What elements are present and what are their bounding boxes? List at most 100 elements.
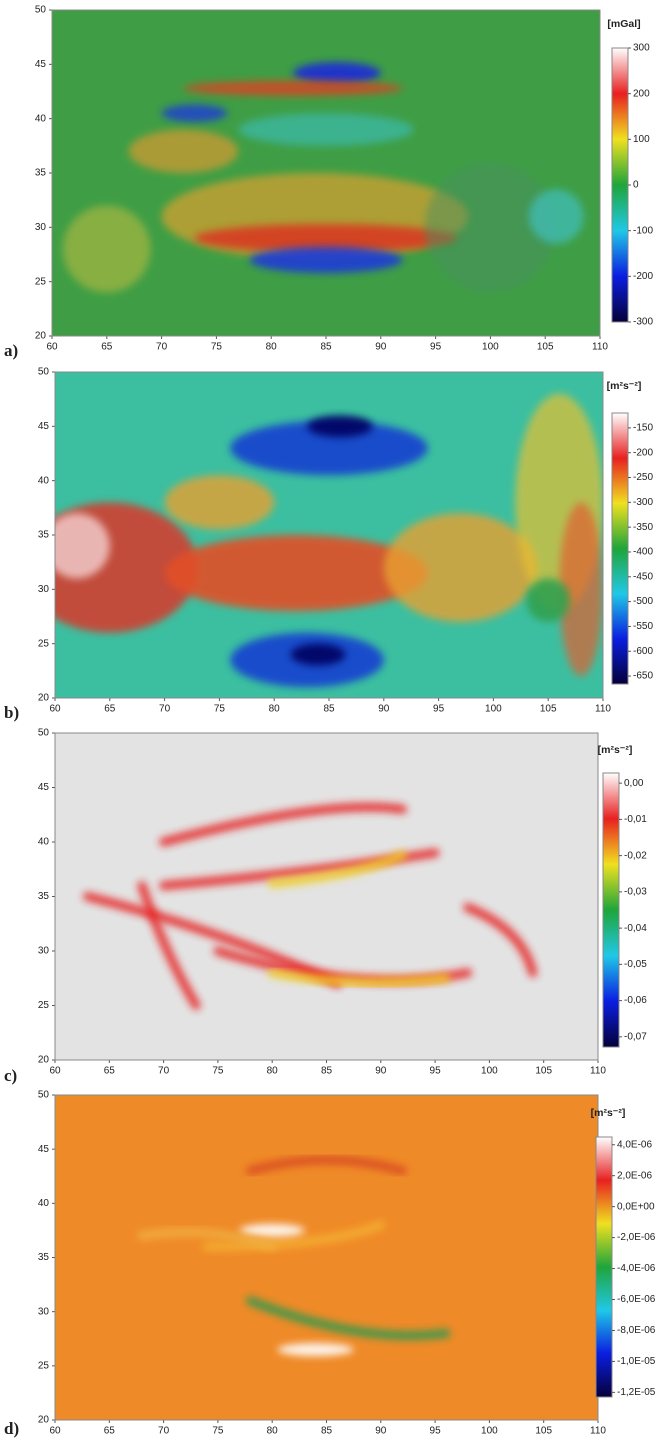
colorbar-tick-label: -500 bbox=[633, 596, 653, 607]
y-tick-label: 30 bbox=[35, 222, 47, 233]
colorbar-tick-label: 200 bbox=[633, 88, 650, 99]
colorbar-tick-label: -650 bbox=[633, 671, 653, 682]
y-tick-label: 35 bbox=[38, 891, 50, 902]
map-feature bbox=[184, 81, 403, 96]
x-tick-label: 60 bbox=[49, 1426, 61, 1437]
x-tick-label: 65 bbox=[104, 1426, 116, 1437]
map-feature bbox=[529, 189, 584, 243]
map-field bbox=[55, 733, 598, 1060]
x-tick-label: 70 bbox=[158, 1066, 170, 1077]
x-tick-label: 90 bbox=[378, 704, 390, 715]
colorbar-tick-label: -250 bbox=[633, 472, 653, 483]
y-tick-label: 20 bbox=[35, 331, 47, 342]
colorbar-tick-label: -2,0E-06 bbox=[617, 1232, 656, 1243]
x-tick-label: 60 bbox=[46, 342, 58, 353]
x-tick-label: 75 bbox=[214, 704, 226, 715]
x-tick-label: 95 bbox=[430, 1426, 442, 1437]
x-tick-label: 70 bbox=[159, 704, 171, 715]
map-feature bbox=[238, 113, 413, 146]
map-feature bbox=[129, 130, 239, 173]
colorbar-tick-label: 4,0E-06 bbox=[617, 1139, 652, 1150]
x-tick-label: 105 bbox=[540, 704, 557, 715]
x-tick-label: 65 bbox=[104, 704, 116, 715]
colorbar-tick-label: -8,0E-06 bbox=[617, 1325, 656, 1336]
x-tick-label: 80 bbox=[267, 1426, 279, 1437]
colorbar-tick-label: -150 bbox=[633, 423, 653, 434]
y-tick-label: 45 bbox=[38, 421, 50, 432]
x-tick-label: 65 bbox=[101, 342, 113, 353]
colorbar-tick-label: -0,02 bbox=[624, 850, 647, 861]
x-tick-label: 110 bbox=[590, 1426, 606, 1437]
y-tick-label: 20 bbox=[38, 1055, 50, 1066]
x-tick-label: 95 bbox=[433, 704, 445, 715]
colorbar-tick-label: -300 bbox=[633, 497, 653, 508]
colorbar-tick-label: 0,00 bbox=[624, 778, 644, 789]
y-tick-label: 45 bbox=[38, 1144, 50, 1155]
colorbar-tick-label: -0,05 bbox=[624, 959, 647, 970]
y-tick-label: 50 bbox=[35, 5, 47, 16]
colorbar-tick-label: -400 bbox=[633, 547, 653, 558]
colorbar-tick-label: 300 bbox=[633, 43, 650, 54]
y-tick-label: 50 bbox=[38, 728, 50, 739]
y-tick-label: 25 bbox=[38, 1000, 50, 1011]
map-feature bbox=[162, 105, 228, 122]
map-feature bbox=[249, 247, 402, 273]
x-tick-label: 85 bbox=[320, 342, 332, 353]
y-tick-label: 20 bbox=[38, 693, 50, 704]
y-tick-label: 20 bbox=[38, 1415, 50, 1426]
colorbar bbox=[596, 1137, 612, 1397]
panel-label: c) bbox=[4, 1066, 17, 1085]
x-tick-label: 105 bbox=[535, 1066, 552, 1077]
colorbar-tick-label: 2,0E-06 bbox=[617, 1170, 652, 1181]
colorbar-tick-label: -350 bbox=[633, 522, 653, 533]
y-tick-label: 50 bbox=[38, 1090, 50, 1101]
x-tick-label: 65 bbox=[104, 1066, 116, 1077]
colorbar-tick-label: -200 bbox=[633, 447, 653, 458]
x-tick-label: 80 bbox=[269, 704, 281, 715]
colorbar-unit: [m²s⁻²] bbox=[607, 380, 642, 392]
y-tick-label: 35 bbox=[38, 1252, 50, 1263]
figure: 606570758085909510010511020253035404550a… bbox=[0, 0, 661, 1440]
y-tick-label: 35 bbox=[35, 168, 47, 179]
x-tick-label: 85 bbox=[321, 1426, 333, 1437]
map-feature bbox=[278, 1343, 354, 1356]
y-tick-label: 30 bbox=[38, 584, 50, 595]
page: {"chart_data": [ {"type": "heatmap", "pa… bbox=[0, 0, 661, 1440]
x-tick-label: 110 bbox=[592, 342, 608, 353]
x-tick-label: 100 bbox=[481, 1066, 498, 1077]
colorbar-tick-label: -550 bbox=[633, 621, 653, 632]
map-feature bbox=[526, 578, 570, 621]
x-tick-label: 105 bbox=[537, 342, 554, 353]
y-tick-label: 25 bbox=[38, 1360, 50, 1371]
colorbar-tick-label: -450 bbox=[633, 571, 653, 582]
x-tick-label: 90 bbox=[375, 1066, 387, 1077]
map-feature bbox=[293, 62, 381, 84]
x-tick-label: 85 bbox=[321, 1066, 333, 1077]
x-tick-label: 100 bbox=[485, 704, 502, 715]
colorbar-tick-label: -300 bbox=[633, 317, 653, 328]
y-tick-label: 50 bbox=[38, 367, 50, 378]
colorbar bbox=[612, 48, 628, 322]
colorbar-tick-label: -0,03 bbox=[624, 887, 647, 898]
map-feature bbox=[44, 513, 110, 578]
x-tick-label: 95 bbox=[430, 342, 442, 353]
colorbar-tick-label: -200 bbox=[633, 271, 653, 282]
colorbar-unit: [m²s⁻²] bbox=[598, 744, 633, 756]
y-tick-label: 35 bbox=[38, 530, 50, 541]
x-tick-label: 80 bbox=[266, 342, 278, 353]
x-tick-label: 105 bbox=[535, 1426, 552, 1437]
colorbar-unit: [m²s⁻²] bbox=[591, 1107, 626, 1119]
colorbar-tick-label: -0,07 bbox=[624, 1031, 647, 1042]
x-tick-label: 90 bbox=[375, 342, 387, 353]
colorbar-tick-label: -100 bbox=[633, 225, 653, 236]
map-feature bbox=[165, 475, 275, 529]
panel-label: d) bbox=[4, 1419, 19, 1438]
map-feature bbox=[63, 206, 151, 293]
x-tick-label: 100 bbox=[482, 342, 499, 353]
map-feature bbox=[240, 1224, 305, 1237]
colorbar-tick-label: -0,01 bbox=[624, 814, 647, 825]
panel-label: b) bbox=[4, 703, 19, 722]
colorbar-tick-label: -0,06 bbox=[624, 995, 647, 1006]
x-tick-label: 75 bbox=[212, 1426, 224, 1437]
y-tick-label: 40 bbox=[38, 1198, 50, 1209]
